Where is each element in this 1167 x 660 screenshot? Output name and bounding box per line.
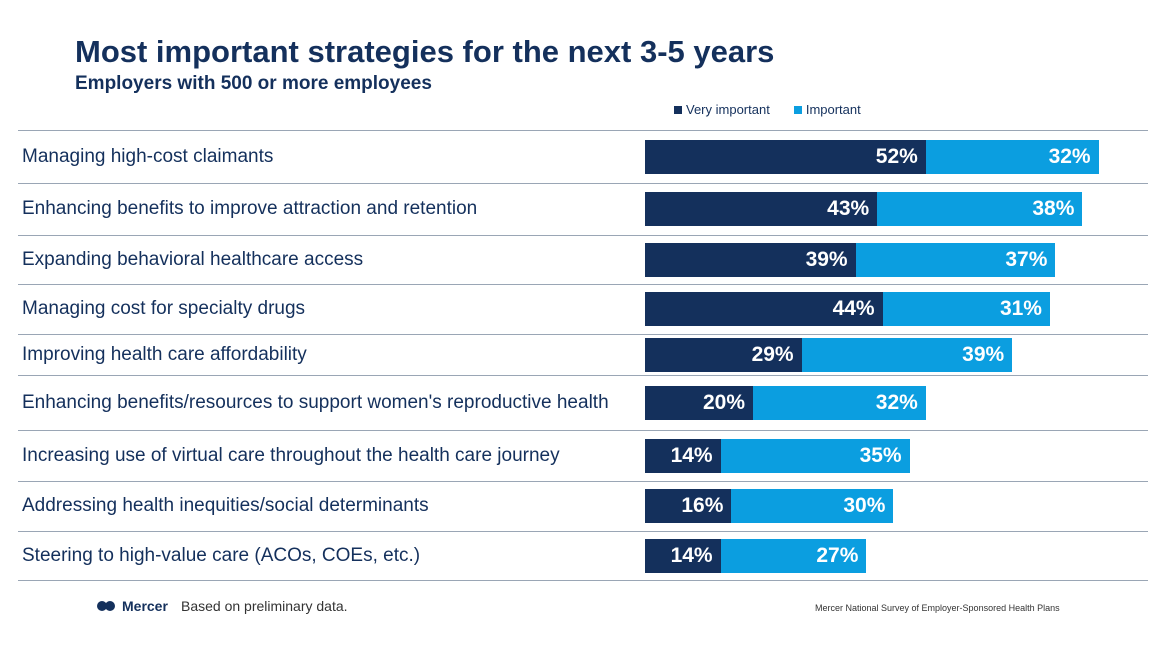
bar-very-important: 44% bbox=[645, 292, 883, 326]
bar-value-label: 20% bbox=[702, 390, 745, 414]
row-divider bbox=[18, 334, 1148, 335]
legend-label-important: Important bbox=[805, 102, 861, 117]
bar-important: 35% bbox=[720, 438, 910, 473]
bar-very-important: 52% bbox=[645, 139, 926, 174]
bar-value-label: 37% bbox=[1005, 247, 1048, 271]
bar-value-label: 39% bbox=[805, 247, 848, 271]
bar-important: 31% bbox=[882, 292, 1050, 326]
bar-very-important: 14% bbox=[645, 538, 721, 573]
category-label: Steering to high-value care (ACOs, COEs,… bbox=[22, 544, 421, 566]
bar-value-label: 43% bbox=[827, 197, 870, 220]
bar-important: 30% bbox=[731, 489, 894, 523]
chart-legend: Very important Important bbox=[674, 102, 861, 117]
bar-important: 39% bbox=[801, 337, 1013, 372]
stacked-bar-chart: Managing high-cost claimants 52% 32% Enhanc… bbox=[18, 130, 1148, 581]
category-label: Managing cost for specialty drugs bbox=[22, 298, 306, 319]
legend-label-very-important: Very important bbox=[686, 102, 770, 117]
category-label: Increasing use of virtual care throughou… bbox=[22, 444, 560, 466]
bar-value-label: 27% bbox=[816, 543, 859, 567]
row-divider bbox=[18, 375, 1148, 376]
bar-very-important: 39% bbox=[645, 242, 856, 277]
category-label: Addressing health inequities/social dete… bbox=[22, 495, 429, 516]
row-divider bbox=[18, 235, 1148, 236]
row-divider bbox=[18, 580, 1148, 581]
legend-item-important: Important bbox=[793, 102, 861, 117]
bar-value-label: 14% bbox=[670, 443, 713, 467]
bar-value-label: 38% bbox=[1032, 197, 1075, 220]
mercer-logo-icon bbox=[97, 601, 115, 611]
row-divider bbox=[18, 284, 1148, 285]
bar-value-label: 52% bbox=[875, 144, 918, 168]
row-divider bbox=[18, 183, 1148, 184]
bar-value-label: 29% bbox=[751, 342, 794, 366]
bar-very-important: 29% bbox=[645, 337, 802, 372]
bar-important: 37% bbox=[855, 242, 1056, 277]
bar-value-label: 32% bbox=[1048, 144, 1091, 168]
bar-value-label: 31% bbox=[999, 297, 1042, 320]
category-label: Improving health care affordability bbox=[22, 343, 307, 365]
row-divider bbox=[18, 531, 1148, 532]
bar-value-label: 14% bbox=[670, 543, 713, 567]
bar-value-label: 16% bbox=[681, 494, 724, 517]
legend-item-very-important: Very important bbox=[674, 102, 770, 117]
bar-important: 38% bbox=[877, 192, 1083, 226]
category-label: Expanding behavioral healthcare access bbox=[22, 248, 364, 270]
bar-value-label: 32% bbox=[875, 390, 918, 414]
bar-very-important: 14% bbox=[645, 438, 721, 473]
page-subtitle: Employers with 500 or more employees bbox=[75, 73, 432, 94]
row-divider bbox=[18, 481, 1148, 482]
row-divider bbox=[18, 130, 1148, 131]
bar-very-important: 16% bbox=[645, 489, 732, 523]
bar-very-important: 43% bbox=[645, 192, 878, 226]
legend-swatch-important bbox=[793, 105, 802, 114]
bar-value-label: 44% bbox=[832, 297, 875, 320]
bar-value-label: 39% bbox=[962, 342, 1005, 366]
bar-important: 32% bbox=[753, 385, 926, 420]
bar-value-label: 30% bbox=[843, 494, 886, 517]
bar-value-label: 35% bbox=[859, 443, 902, 467]
legend-swatch-very-important bbox=[674, 105, 682, 114]
bar-important: 27% bbox=[720, 538, 867, 573]
footer-note: Based on preliminary data. bbox=[181, 598, 348, 614]
category-label: Enhancing benefits to improve attraction… bbox=[22, 198, 478, 219]
mercer-logo: Mercer bbox=[96, 598, 168, 614]
category-label: Enhancing benefits/resources to support … bbox=[22, 391, 609, 413]
footer-source: Mercer National Survey of Employer-Spons… bbox=[815, 603, 1060, 613]
page-title: Most important strategies for the next 3… bbox=[75, 34, 775, 69]
mercer-logo-text: Mercer bbox=[122, 598, 168, 614]
bar-very-important: 20% bbox=[645, 385, 753, 420]
category-label: Managing high-cost claimants bbox=[22, 145, 274, 167]
bar-important: 32% bbox=[925, 139, 1099, 174]
row-divider bbox=[18, 430, 1148, 431]
